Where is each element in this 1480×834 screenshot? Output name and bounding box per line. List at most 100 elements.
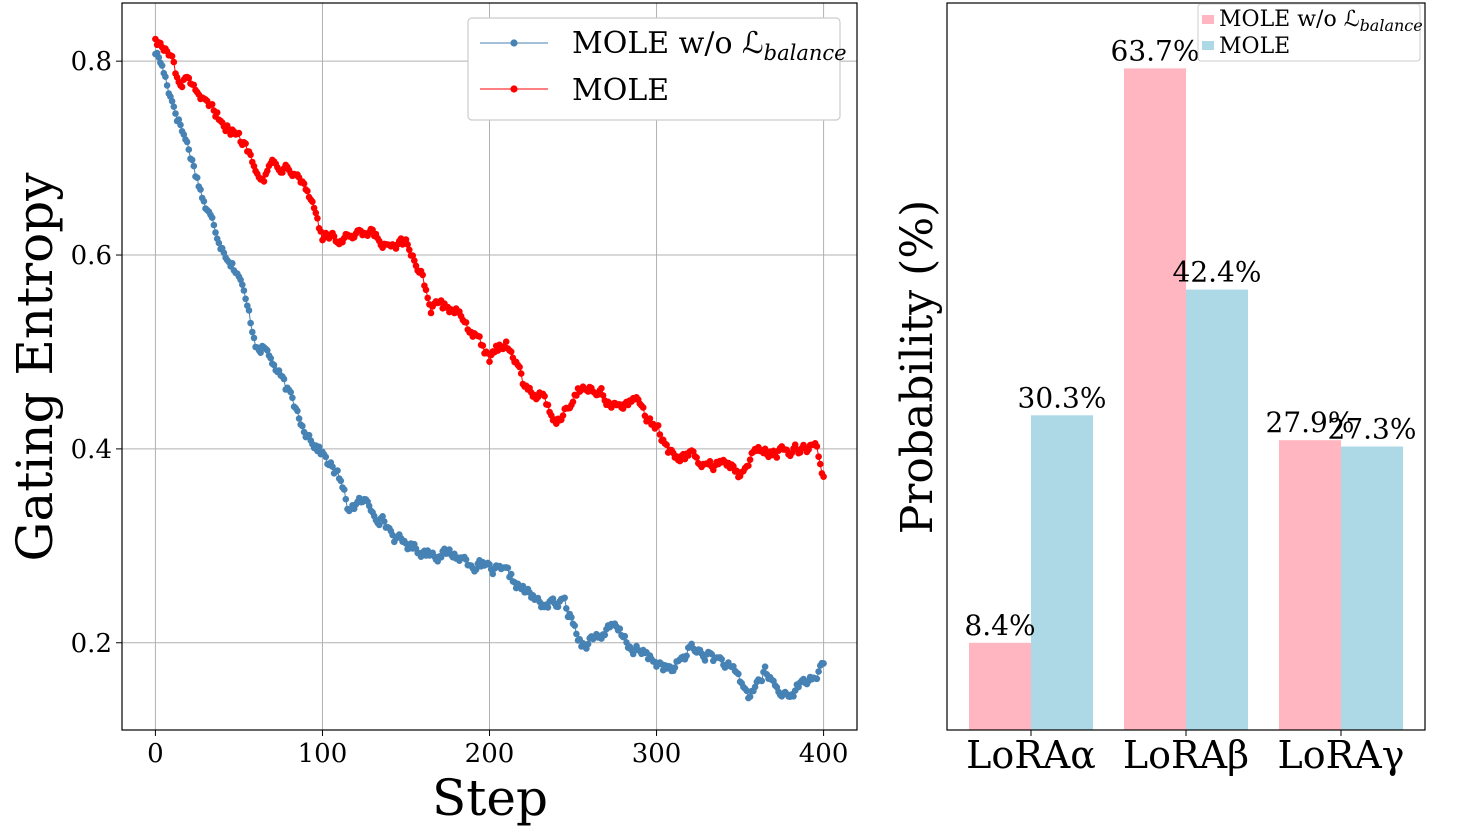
data-point (446, 546, 453, 553)
data-point (813, 675, 821, 683)
data-point (507, 348, 515, 356)
data-point (185, 146, 193, 153)
bar-chart-legend-box (1197, 3, 1421, 62)
bar-value-label: 30.3% (1018, 381, 1107, 414)
data-point (746, 456, 754, 464)
data-point (210, 221, 218, 229)
data-point (676, 457, 684, 465)
data-point (419, 271, 427, 279)
data-point (257, 349, 264, 357)
category-label: LoRAα (966, 733, 1096, 777)
data-point (489, 570, 497, 578)
data-point (235, 129, 243, 137)
data-point (334, 467, 341, 474)
data-point (746, 693, 754, 700)
data-point (761, 445, 769, 453)
data-point (267, 354, 275, 362)
data-point (751, 683, 759, 691)
data-point (476, 333, 483, 340)
line-chart: 0 100 200 300 400 0.2 0.4 0.6 0.8 Step Gating E… (6, 2, 858, 827)
data-point (215, 239, 223, 247)
series-1 (152, 35, 827, 481)
data-point (462, 556, 470, 563)
data-point (280, 375, 288, 383)
data-point (427, 309, 435, 317)
data-point (229, 260, 236, 267)
data-point (654, 422, 662, 429)
data-point (312, 209, 320, 217)
category-label: LoRAγ (1278, 733, 1405, 777)
legend-marker-mole (510, 85, 518, 93)
y-tick-label: 0.2 (71, 629, 112, 659)
data-point (177, 121, 184, 129)
data-point (172, 110, 179, 117)
data-point (247, 151, 254, 159)
data-point (409, 252, 417, 259)
data-point (730, 462, 737, 470)
data-point (693, 454, 700, 461)
data-point (212, 229, 219, 236)
line-chart-legend: MOLE w/o ℒbalance MOLE (467, 17, 847, 121)
data-point (701, 657, 709, 664)
data-point (158, 62, 166, 69)
data-point (340, 486, 348, 493)
data-point (718, 655, 725, 663)
data-point (706, 458, 714, 465)
data-point (242, 295, 249, 303)
data-point (305, 431, 313, 439)
data-point (250, 334, 258, 342)
data-point (559, 412, 567, 419)
data-point (544, 401, 552, 409)
data-point (639, 404, 647, 411)
data-point (584, 640, 592, 648)
data-point (656, 431, 664, 438)
data-point (299, 422, 306, 430)
bar (1279, 440, 1341, 730)
data-point (379, 513, 386, 520)
data-point (295, 415, 303, 422)
bar-chart-legend: MOLE w/o ℒbalance MOLE (1197, 3, 1423, 62)
bar (969, 642, 1031, 730)
data-point (517, 370, 525, 377)
data-point (598, 385, 605, 392)
data-point (188, 156, 196, 164)
bar-value-label: 63.7% (1111, 34, 1200, 67)
data-point (758, 677, 766, 685)
data-point (516, 363, 523, 371)
data-point (190, 162, 198, 170)
data-point (200, 198, 208, 205)
data-point (406, 246, 413, 254)
data-point (317, 228, 325, 235)
data-point (402, 540, 410, 547)
data-point (300, 180, 308, 187)
data-point (170, 103, 178, 110)
data-point (168, 52, 176, 60)
data-point (519, 582, 527, 590)
line-chart-x-axis-title: Step (432, 769, 548, 827)
data-point (304, 187, 311, 195)
data-point (163, 82, 171, 89)
data-point (376, 521, 383, 529)
data-point (287, 388, 295, 396)
data-point (773, 454, 781, 461)
data-point (245, 307, 253, 314)
legend-label-mole-wo-balance: MOLE w/o ℒbalance (572, 26, 847, 65)
legend-entry-mole-bar: MOLE (1202, 34, 1290, 59)
data-point (322, 453, 330, 461)
line-chart-y-axis-title: Gating Entropy (6, 172, 64, 562)
data-point (240, 287, 248, 294)
data-point (239, 281, 246, 289)
data-point (745, 462, 752, 470)
data-point (646, 415, 654, 422)
legend-label-mole: MOLE (572, 73, 669, 108)
data-point (264, 347, 271, 354)
data-point (671, 664, 679, 671)
data-point (162, 73, 169, 80)
data-point (815, 668, 822, 675)
legend-swatch-mole-wo-balance (1202, 15, 1214, 24)
data-point (569, 398, 577, 406)
legend-label-mole-bar: MOLE (1219, 34, 1290, 59)
data-point (504, 564, 512, 572)
line-chart-x-ticks: 0 100 200 300 400 (147, 730, 848, 769)
